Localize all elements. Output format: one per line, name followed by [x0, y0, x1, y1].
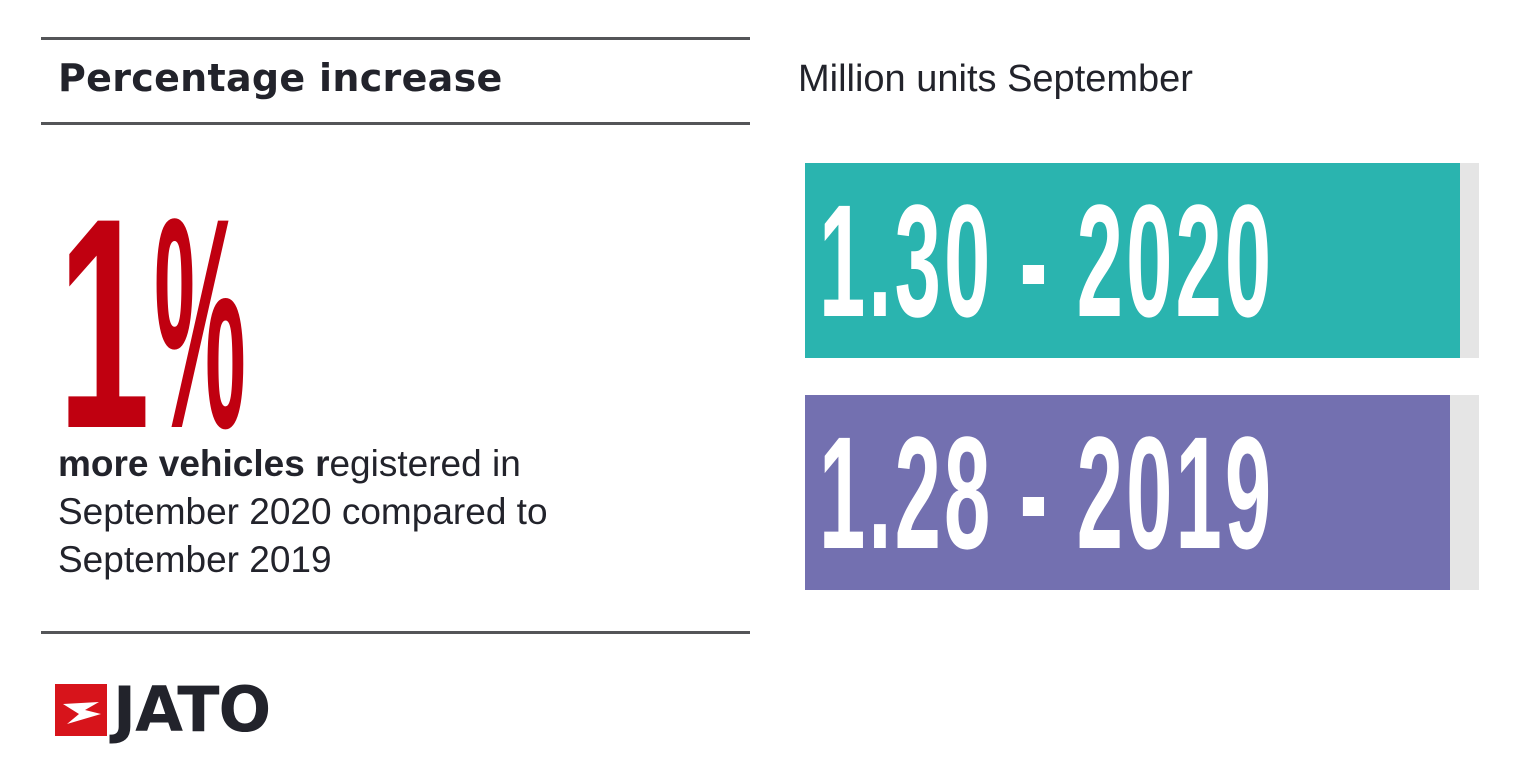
big-number: 1	[58, 155, 150, 430]
big-percentage-graphic: 1 %	[58, 155, 246, 430]
description-rest: egistered in September 2020 compared to …	[58, 443, 548, 580]
bar-track-2019: 1.28 - 2019	[805, 395, 1479, 590]
bar-2020: 1.30 - 2020	[805, 163, 1460, 358]
logo-text: JATO	[113, 673, 271, 746]
description-bold: more vehicles r	[58, 443, 330, 484]
bar-2019: 1.28 - 2019	[805, 395, 1450, 590]
bar-label-2020: 1.30 - 2020	[819, 170, 1275, 350]
bar-track-2020: 1.30 - 2020	[805, 163, 1479, 358]
bar-label-2019: 1.28 - 2019	[819, 402, 1275, 582]
jato-arrow-logo-icon	[55, 684, 107, 736]
increase-description: more vehicles registered in September 20…	[58, 440, 658, 584]
top-rule	[41, 37, 750, 40]
heading-rule	[41, 122, 750, 125]
chart-title: Million units September	[798, 58, 1193, 100]
percent-sign: %	[154, 155, 246, 430]
bottom-rule	[41, 631, 750, 634]
page-title: Percentage increase	[58, 56, 503, 100]
jato-logo: JATO	[55, 673, 271, 746]
